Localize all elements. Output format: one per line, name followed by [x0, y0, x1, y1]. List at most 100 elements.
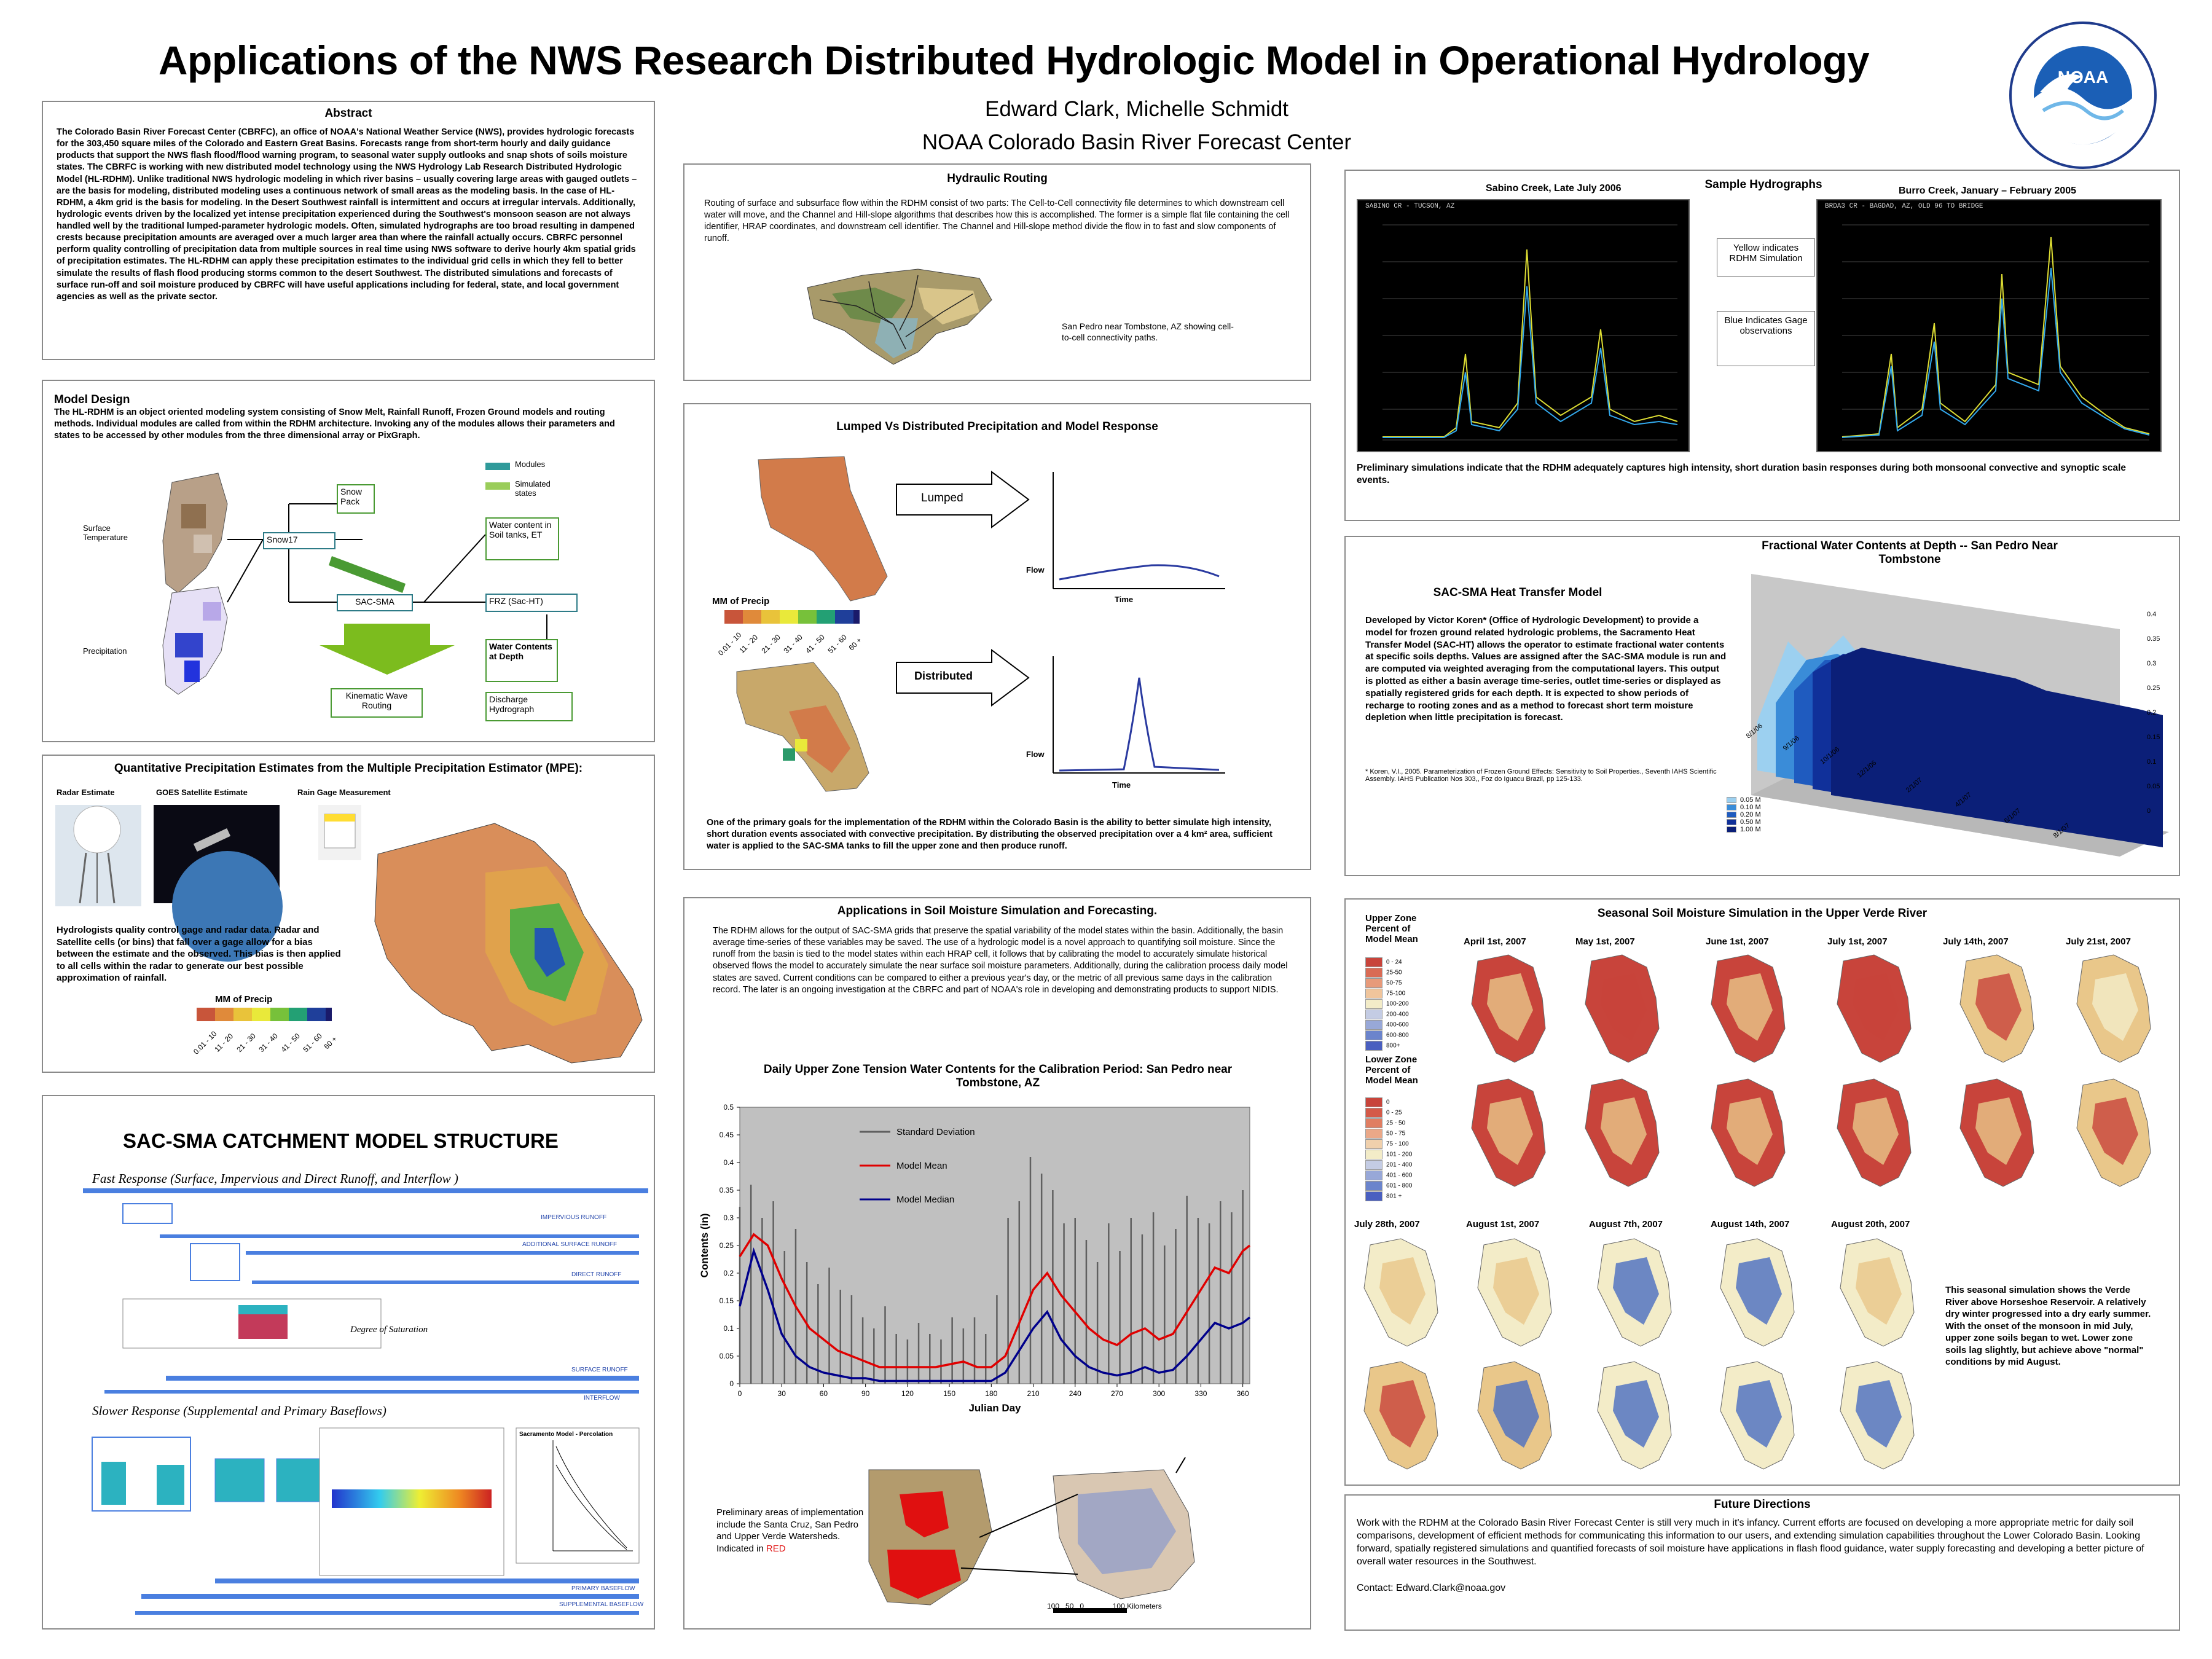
heat-legend-label: 0.50 M: [1740, 818, 1761, 826]
lumped-legend-ticks: 0.01 - 10 11 - 20 21 - 30 31 - 40 41 - 5…: [715, 629, 875, 665]
plot-area: [739, 1107, 1250, 1384]
sacsma-title: SAC-SMA CATCHMENT MODEL STRUCTURE: [123, 1129, 559, 1152]
model-design-panel: Model Design The HL-RDHM is an object or…: [42, 380, 655, 742]
seasonal-title: Seasonal Soil Moisture Simulation in the…: [1597, 907, 1928, 920]
heat-panel: Fractional Water Contents at Depth -- Sa…: [1344, 536, 2180, 876]
soil-moisture-map: [1840, 1238, 1915, 1347]
heat-ztick: 0.05: [2147, 783, 2160, 790]
season-date: May 1st, 2007: [1575, 936, 1635, 947]
gage-image: [318, 805, 361, 860]
seasonal-text: This seasonal simulation shows the Verde…: [1945, 1285, 2151, 1367]
heat-legend-item: 0.50 M: [1727, 818, 1788, 826]
x-tick-label: 60: [820, 1389, 828, 1398]
soil-moisture-map: [1597, 1361, 1672, 1470]
upper-legend-item: 0 - 24: [1365, 957, 1433, 968]
primary-label: PRIMARY BASEFLOW: [571, 1585, 635, 1592]
burro-hydrograph: BRDA3 CR - BAGDAD, AZ, OLD 96 TO BRIDGE: [1816, 199, 2162, 452]
sacsma-fast: Fast Response (Surface, Impervious and D…: [92, 1171, 458, 1186]
soil-moisture-map: [1363, 1361, 1438, 1470]
x-tick-label: 270: [1111, 1389, 1123, 1398]
y-tick-label: 0.35: [720, 1186, 734, 1194]
implementation-maps: [868, 1457, 1195, 1613]
seasonal-maps-row1: [1363, 954, 2151, 1470]
goes-label: GOES Satellite Estimate: [156, 788, 248, 797]
heat-legend-label: 0.10 M: [1740, 804, 1761, 811]
heat-subtitle: SAC-SMA Heat Transfer Model: [1433, 586, 1602, 599]
surface-temp-label: Surface Temperature: [83, 524, 128, 542]
mpe-tick: 51 - 60: [301, 1031, 324, 1054]
upper-legend-label: 200-400: [1386, 1011, 1409, 1018]
y-tick-label: 0.05: [720, 1352, 734, 1360]
lumped-tick: 21 - 30: [759, 632, 782, 656]
future-text: Work with the RDHM at the Colorado Basin…: [1357, 1518, 2144, 1567]
mpe-tick: 0.01 - 10: [191, 1029, 219, 1056]
heat-3d-chart: [1751, 574, 2169, 857]
lower-legend-item: 25 - 50: [1365, 1118, 1433, 1129]
mpe-graphics: [55, 805, 643, 1064]
heat-ztick: 0.35: [2147, 635, 2160, 643]
sacsma-slow: Slower Response (Supplemental and Primar…: [92, 1403, 386, 1418]
precip-label: Precipitation: [83, 646, 127, 656]
x-tick-label: 150: [943, 1389, 955, 1398]
sabino-hydrograph: SABINO CR - TUCSON, AZ: [1357, 199, 1690, 452]
abstract-title: Abstract: [324, 107, 372, 120]
season-date: April 1st, 2007: [1464, 936, 1526, 947]
season-date: August 1st, 2007: [1466, 1219, 1540, 1230]
supplemental-label: SUPPLEMENTAL BASEFLOW: [559, 1601, 644, 1608]
connectivity-map: [807, 269, 992, 365]
heat-legend-label: 1.00 M: [1740, 826, 1761, 833]
legend-states: Simulated states: [515, 479, 551, 498]
x-tick-label: 180: [985, 1389, 997, 1398]
mpe-panel: Quantitative Precipitation Estimates fro…: [42, 755, 655, 1073]
median-line: [739, 1247, 1251, 1382]
lower-legend-label: 0: [1386, 1099, 1390, 1106]
x-tick-label: 90: [861, 1389, 870, 1398]
burro-label: Burro Creek, January – February 2005: [1899, 186, 2077, 196]
x-axis-label: Julian Day: [968, 1402, 1021, 1414]
y-tick-label: 0: [729, 1379, 734, 1388]
x-tick-label: 360: [1237, 1389, 1249, 1398]
heat-title: Fractional Water Contents at Depth -- Sa…: [1762, 539, 2058, 566]
lower-legend-label: 801 +: [1386, 1193, 1402, 1200]
sacsma-diagram: [83, 1188, 648, 1615]
upper-legend-title: Upper Zone Percent of Model Mean: [1365, 913, 1418, 944]
lower-legend-label: 50 - 75: [1386, 1130, 1406, 1137]
upper-legend-label: 100-200: [1386, 1000, 1409, 1008]
upper-legend-label: 25-50: [1386, 969, 1402, 976]
flow-label-1: Flow: [1026, 565, 1045, 575]
lower-legend-item: 601 - 800: [1365, 1181, 1433, 1191]
blue-note: Blue Indicates Gage observations: [1717, 311, 1815, 366]
lower-legend-label: 401 - 600: [1386, 1172, 1413, 1179]
lumped-tick: 0.01 - 10: [716, 630, 743, 657]
x-tick-label: 240: [1069, 1389, 1081, 1398]
poster-title: Applications of the NWS Research Distrib…: [158, 37, 1870, 83]
heat-legend-item: 0.20 M: [1727, 811, 1788, 818]
lower-legend-item: 201 - 400: [1365, 1160, 1433, 1171]
soil-moisture-map: [1585, 954, 1660, 1063]
flow-label-2: Flow: [1026, 750, 1045, 759]
lower-legend-item: 0: [1365, 1097, 1433, 1108]
model-design-diagram: [162, 463, 547, 695]
lower-legend-label: 25 - 50: [1386, 1120, 1406, 1127]
yellow-note: Yellow indicates RDHM Simulation: [1717, 238, 1815, 276]
lower-legend-label: 0 - 25: [1386, 1109, 1402, 1116]
goes-image: [154, 805, 283, 962]
direct-label: DIRECT RUNOFF: [571, 1271, 622, 1278]
temperature-map: [162, 473, 228, 594]
mean-line: [739, 1233, 1251, 1368]
season-date: July 1st, 2007: [1827, 936, 1888, 947]
heat-text: Developed by Victor Koren* (Office of Hy…: [1365, 615, 1727, 723]
sac-sma-box: SAC-SMA: [337, 594, 413, 611]
season-date: July 28th, 2007: [1354, 1219, 1420, 1230]
noaa-logo: NOAA: [2006, 18, 2160, 172]
abstract-panel: Abstract The Colorado Basin River Foreca…: [42, 101, 655, 360]
lower-legend-item: 0 - 25: [1365, 1108, 1433, 1118]
mpe-tick: 41 - 50: [279, 1031, 302, 1054]
x-tick-label: 330: [1194, 1389, 1207, 1398]
samples-text: Preliminary simulations indicate that th…: [1357, 463, 2127, 486]
chart-title: Daily Upper Zone Tension Water Contents …: [763, 1063, 1233, 1089]
soil-moisture-map: [1471, 954, 1546, 1063]
lumped-tick: 51 - 60: [826, 632, 849, 656]
soil-moisture-map: [1959, 954, 2034, 1063]
upper-legend-label: 400-600: [1386, 1021, 1409, 1029]
